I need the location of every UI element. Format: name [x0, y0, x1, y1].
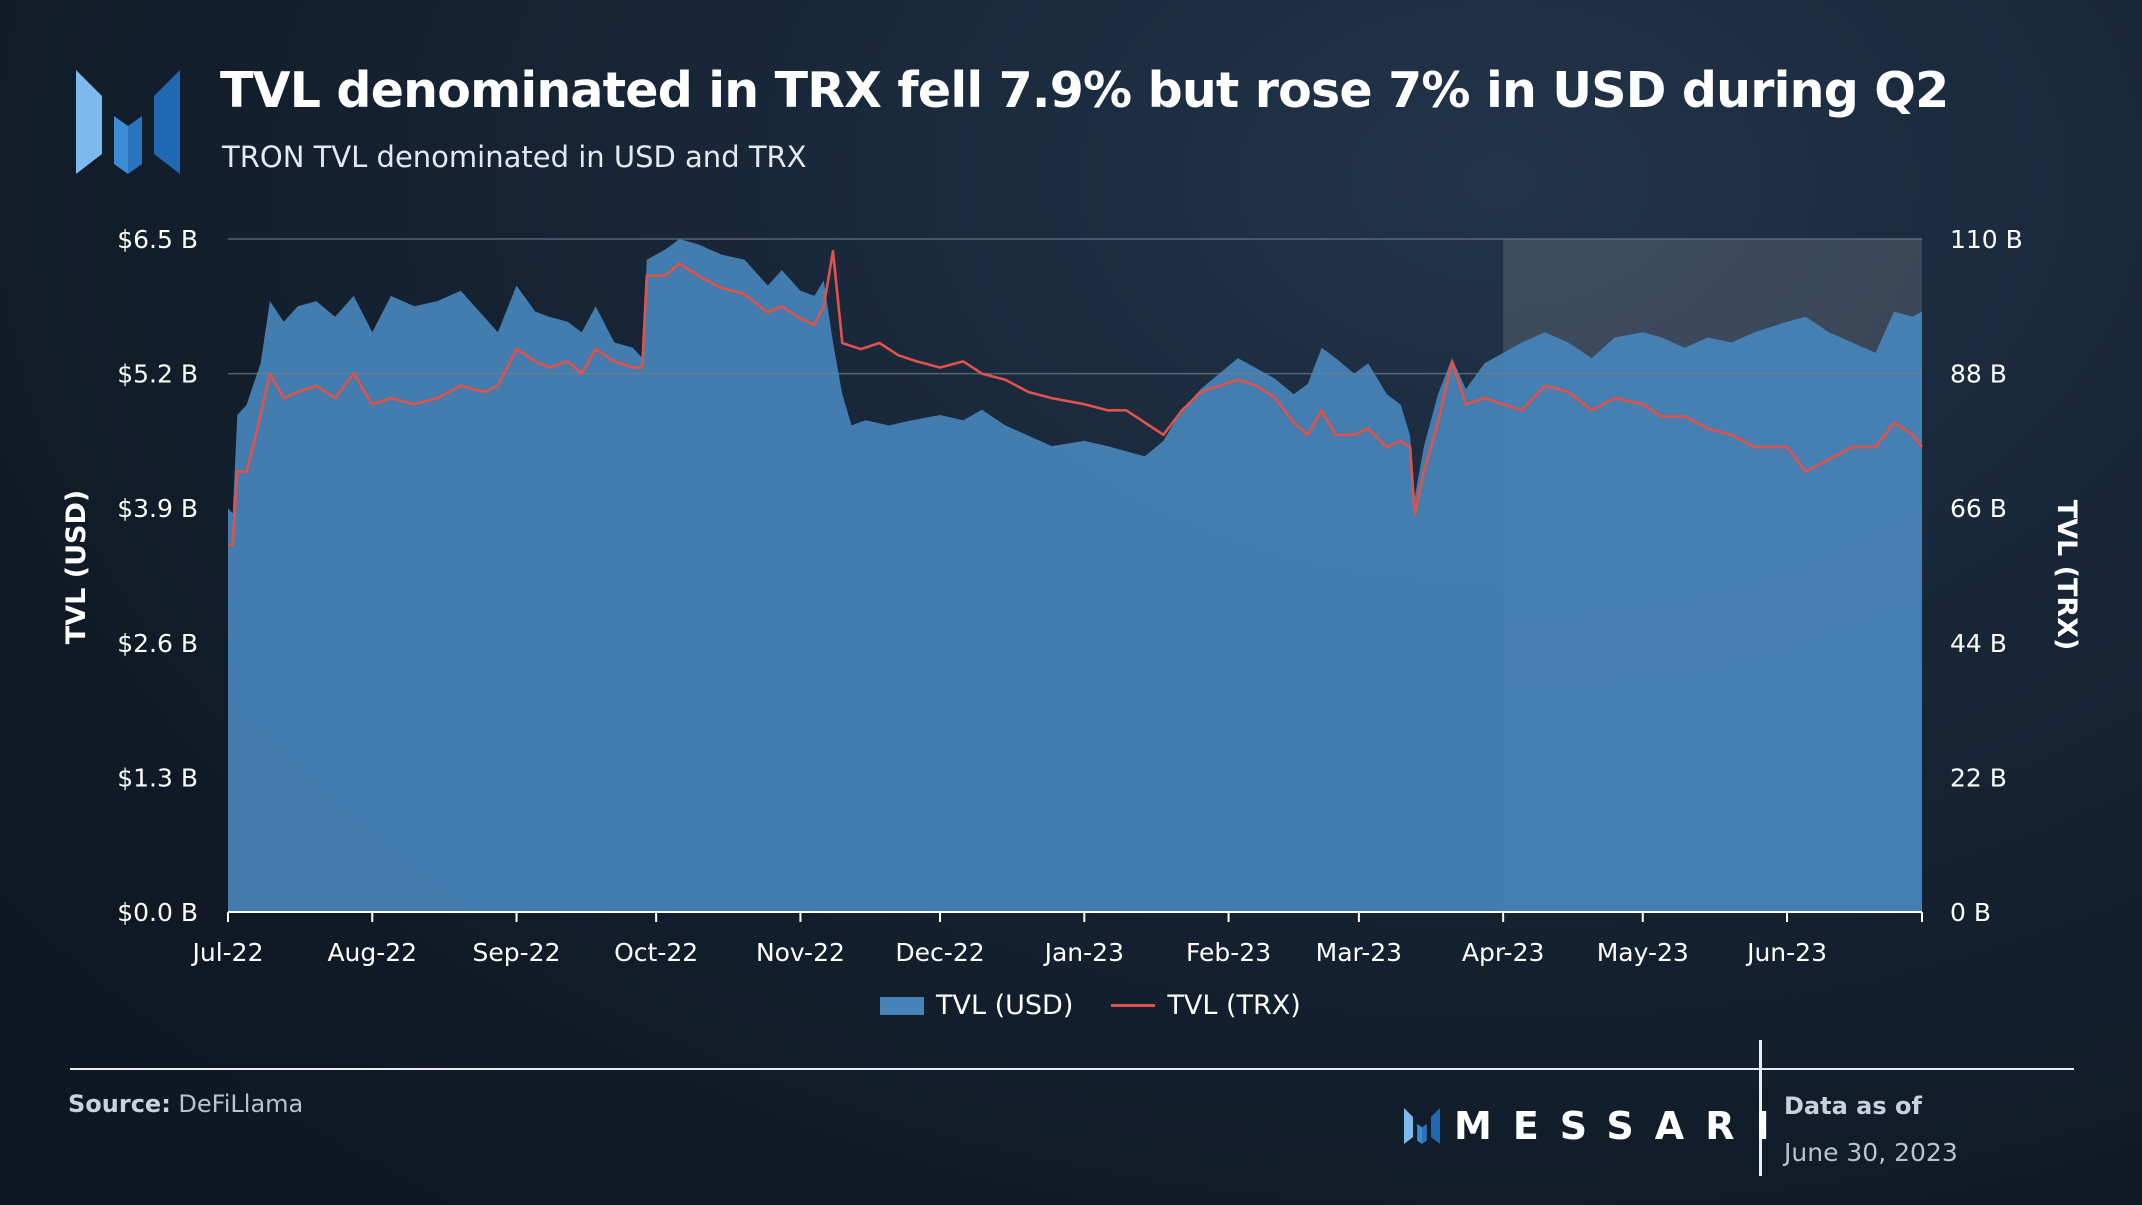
left-tick-label-4: $5.2 B	[117, 360, 198, 389]
left-tick-label-2: $2.6 B	[117, 629, 198, 658]
left-tick-label-1: $1.3 B	[117, 763, 198, 792]
source-label: Source:	[68, 1090, 171, 1118]
right-tick-label-4: 88 B	[1950, 360, 2007, 389]
x-tick-label-11: Jun-23	[1745, 938, 1827, 967]
messari-brand: MESSARI	[1404, 1104, 1791, 1148]
chart-title: TVL denominated in TRX fell 7.9% but ros…	[220, 62, 1949, 119]
legend-label-usd: TVL (USD)	[936, 990, 1074, 1021]
right-tick-label-3: 66 B	[1950, 494, 2007, 523]
footer-divider-line	[70, 1068, 2074, 1070]
right-tick-label-0: 0 B	[1950, 898, 1991, 927]
messari-wordmark: MESSARI	[1454, 1104, 1791, 1148]
data-as-of-label: Data as of	[1784, 1092, 1922, 1120]
x-tick-label-2: Sep-22	[473, 938, 561, 967]
x-tick-label-1: Aug-22	[327, 938, 417, 967]
messari-logo-icon	[76, 70, 180, 174]
x-tick-label-7: Feb-23	[1186, 938, 1271, 967]
x-tick-label-3: Oct-22	[614, 938, 698, 967]
x-tick-label-10: May-23	[1597, 938, 1689, 967]
x-tick-label-0: Jul-22	[191, 938, 264, 967]
x-tick-label-9: Apr-23	[1462, 938, 1544, 967]
messari-small-logo-icon	[1404, 1108, 1440, 1144]
legend-item-trx: TVL (TRX)	[1111, 990, 1301, 1021]
chart-subtitle: TRON TVL denominated in USD and TRX	[222, 140, 807, 174]
right-tick-label-1: 22 B	[1950, 763, 2007, 792]
x-tick-label-8: Mar-23	[1316, 938, 1402, 967]
tvl-trx-line	[228, 249, 1924, 547]
tvl-usd-area	[228, 239, 1922, 912]
legend-swatch-trx	[1111, 1004, 1156, 1007]
source-note: Source: DeFiLlama	[68, 1090, 303, 1118]
right-axis-title: TVL (TRX)	[2051, 500, 2082, 651]
x-tick-label-5: Dec-22	[895, 938, 984, 967]
x-tick-label-6: Jan-23	[1043, 938, 1124, 967]
legend-item-usd: TVL (USD)	[880, 990, 1073, 1021]
left-tick-label-0: $0.0 B	[117, 898, 198, 927]
right-tick-label-2: 44 B	[1950, 629, 2007, 658]
legend-swatch-usd	[880, 996, 924, 1015]
data-as-of-date: June 30, 2023	[1784, 1138, 1958, 1167]
x-tick-label-4: Nov-22	[756, 938, 845, 967]
left-axis-title: TVL (USD)	[61, 490, 92, 644]
legend: TVL (USD) TVL (TRX)	[880, 990, 1339, 1021]
source-value: DeFiLlama	[170, 1090, 304, 1118]
left-tick-label-5: $6.5 B	[117, 225, 198, 254]
left-tick-label-3: $3.9 B	[117, 494, 198, 523]
right-tick-label-5: 110 B	[1950, 225, 2023, 254]
footer-vertical-divider	[1759, 1040, 1762, 1176]
legend-label-trx: TVL (TRX)	[1167, 990, 1301, 1021]
